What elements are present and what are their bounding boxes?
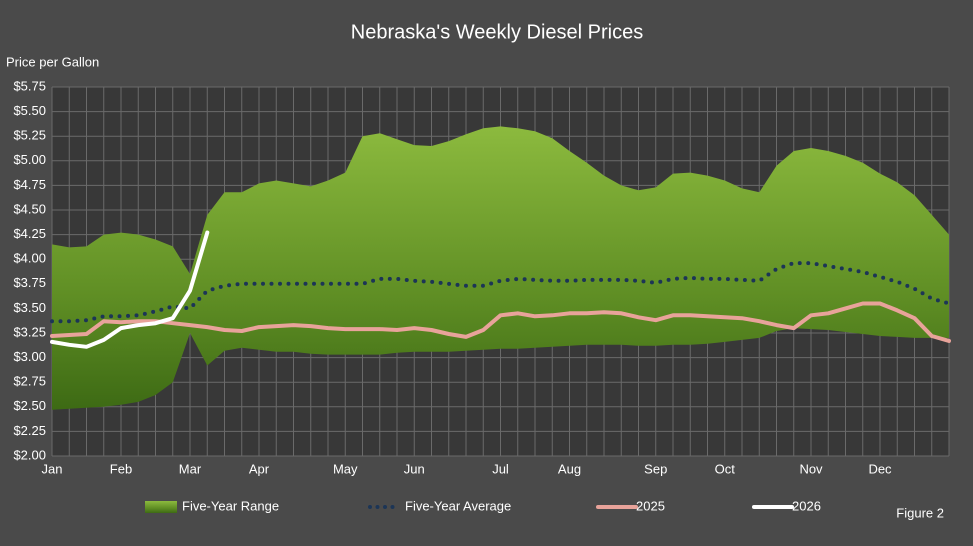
x-tick-label: Aug — [558, 461, 581, 476]
legend-label: 2026 — [792, 498, 821, 513]
annotation: Figure 2 — [896, 505, 944, 520]
x-tick-label: Mar — [179, 461, 202, 476]
y-tick-label: $4.00 — [13, 251, 46, 266]
x-tick-label: Feb — [110, 461, 132, 476]
y-tick-label: $2.00 — [13, 447, 46, 462]
y-tick-label: $3.00 — [13, 349, 46, 364]
x-tick-label: Nov — [799, 461, 823, 476]
chart-title: Nebraska's Weekly Diesel Prices — [351, 21, 643, 43]
y-tick-label: $2.25 — [13, 423, 46, 438]
price-line — [50, 230, 210, 349]
y-tick-label: $3.75 — [13, 275, 46, 290]
legend-label: Five-Year Average — [405, 498, 511, 513]
y-tick-label: $5.00 — [13, 152, 46, 167]
y-tick-label: $4.25 — [13, 226, 46, 241]
x-tick-label: Dec — [868, 461, 892, 476]
y-tick-label: $5.75 — [13, 78, 46, 93]
average-line — [50, 261, 951, 324]
x-tick-label: May — [333, 461, 358, 476]
y-tick-label: $3.25 — [13, 324, 46, 339]
y-tick-label: $2.50 — [13, 398, 46, 413]
y-tick-label: $5.50 — [13, 103, 46, 118]
x-tick-label: Apr — [249, 461, 270, 476]
y-tick-label: $2.75 — [13, 374, 46, 389]
y-tick-label: $4.50 — [13, 201, 46, 216]
x-tick-label: Oct — [715, 461, 736, 476]
legend-label: 2025 — [636, 498, 665, 513]
y-axis-label: Price per Gallon — [6, 54, 99, 69]
legend-label: Five-Year Range — [182, 498, 279, 513]
legend-swatch — [145, 501, 177, 513]
x-tick-label: Sep — [644, 461, 667, 476]
x-tick-label: Jun — [404, 461, 425, 476]
x-tick-label: Jan — [42, 461, 63, 476]
x-tick-label: Jul — [492, 461, 509, 476]
y-tick-label: $5.25 — [13, 128, 46, 143]
y-tick-label: $3.50 — [13, 300, 46, 315]
range-area — [52, 126, 949, 410]
price-line — [50, 301, 951, 343]
y-tick-label: $4.75 — [13, 177, 46, 192]
